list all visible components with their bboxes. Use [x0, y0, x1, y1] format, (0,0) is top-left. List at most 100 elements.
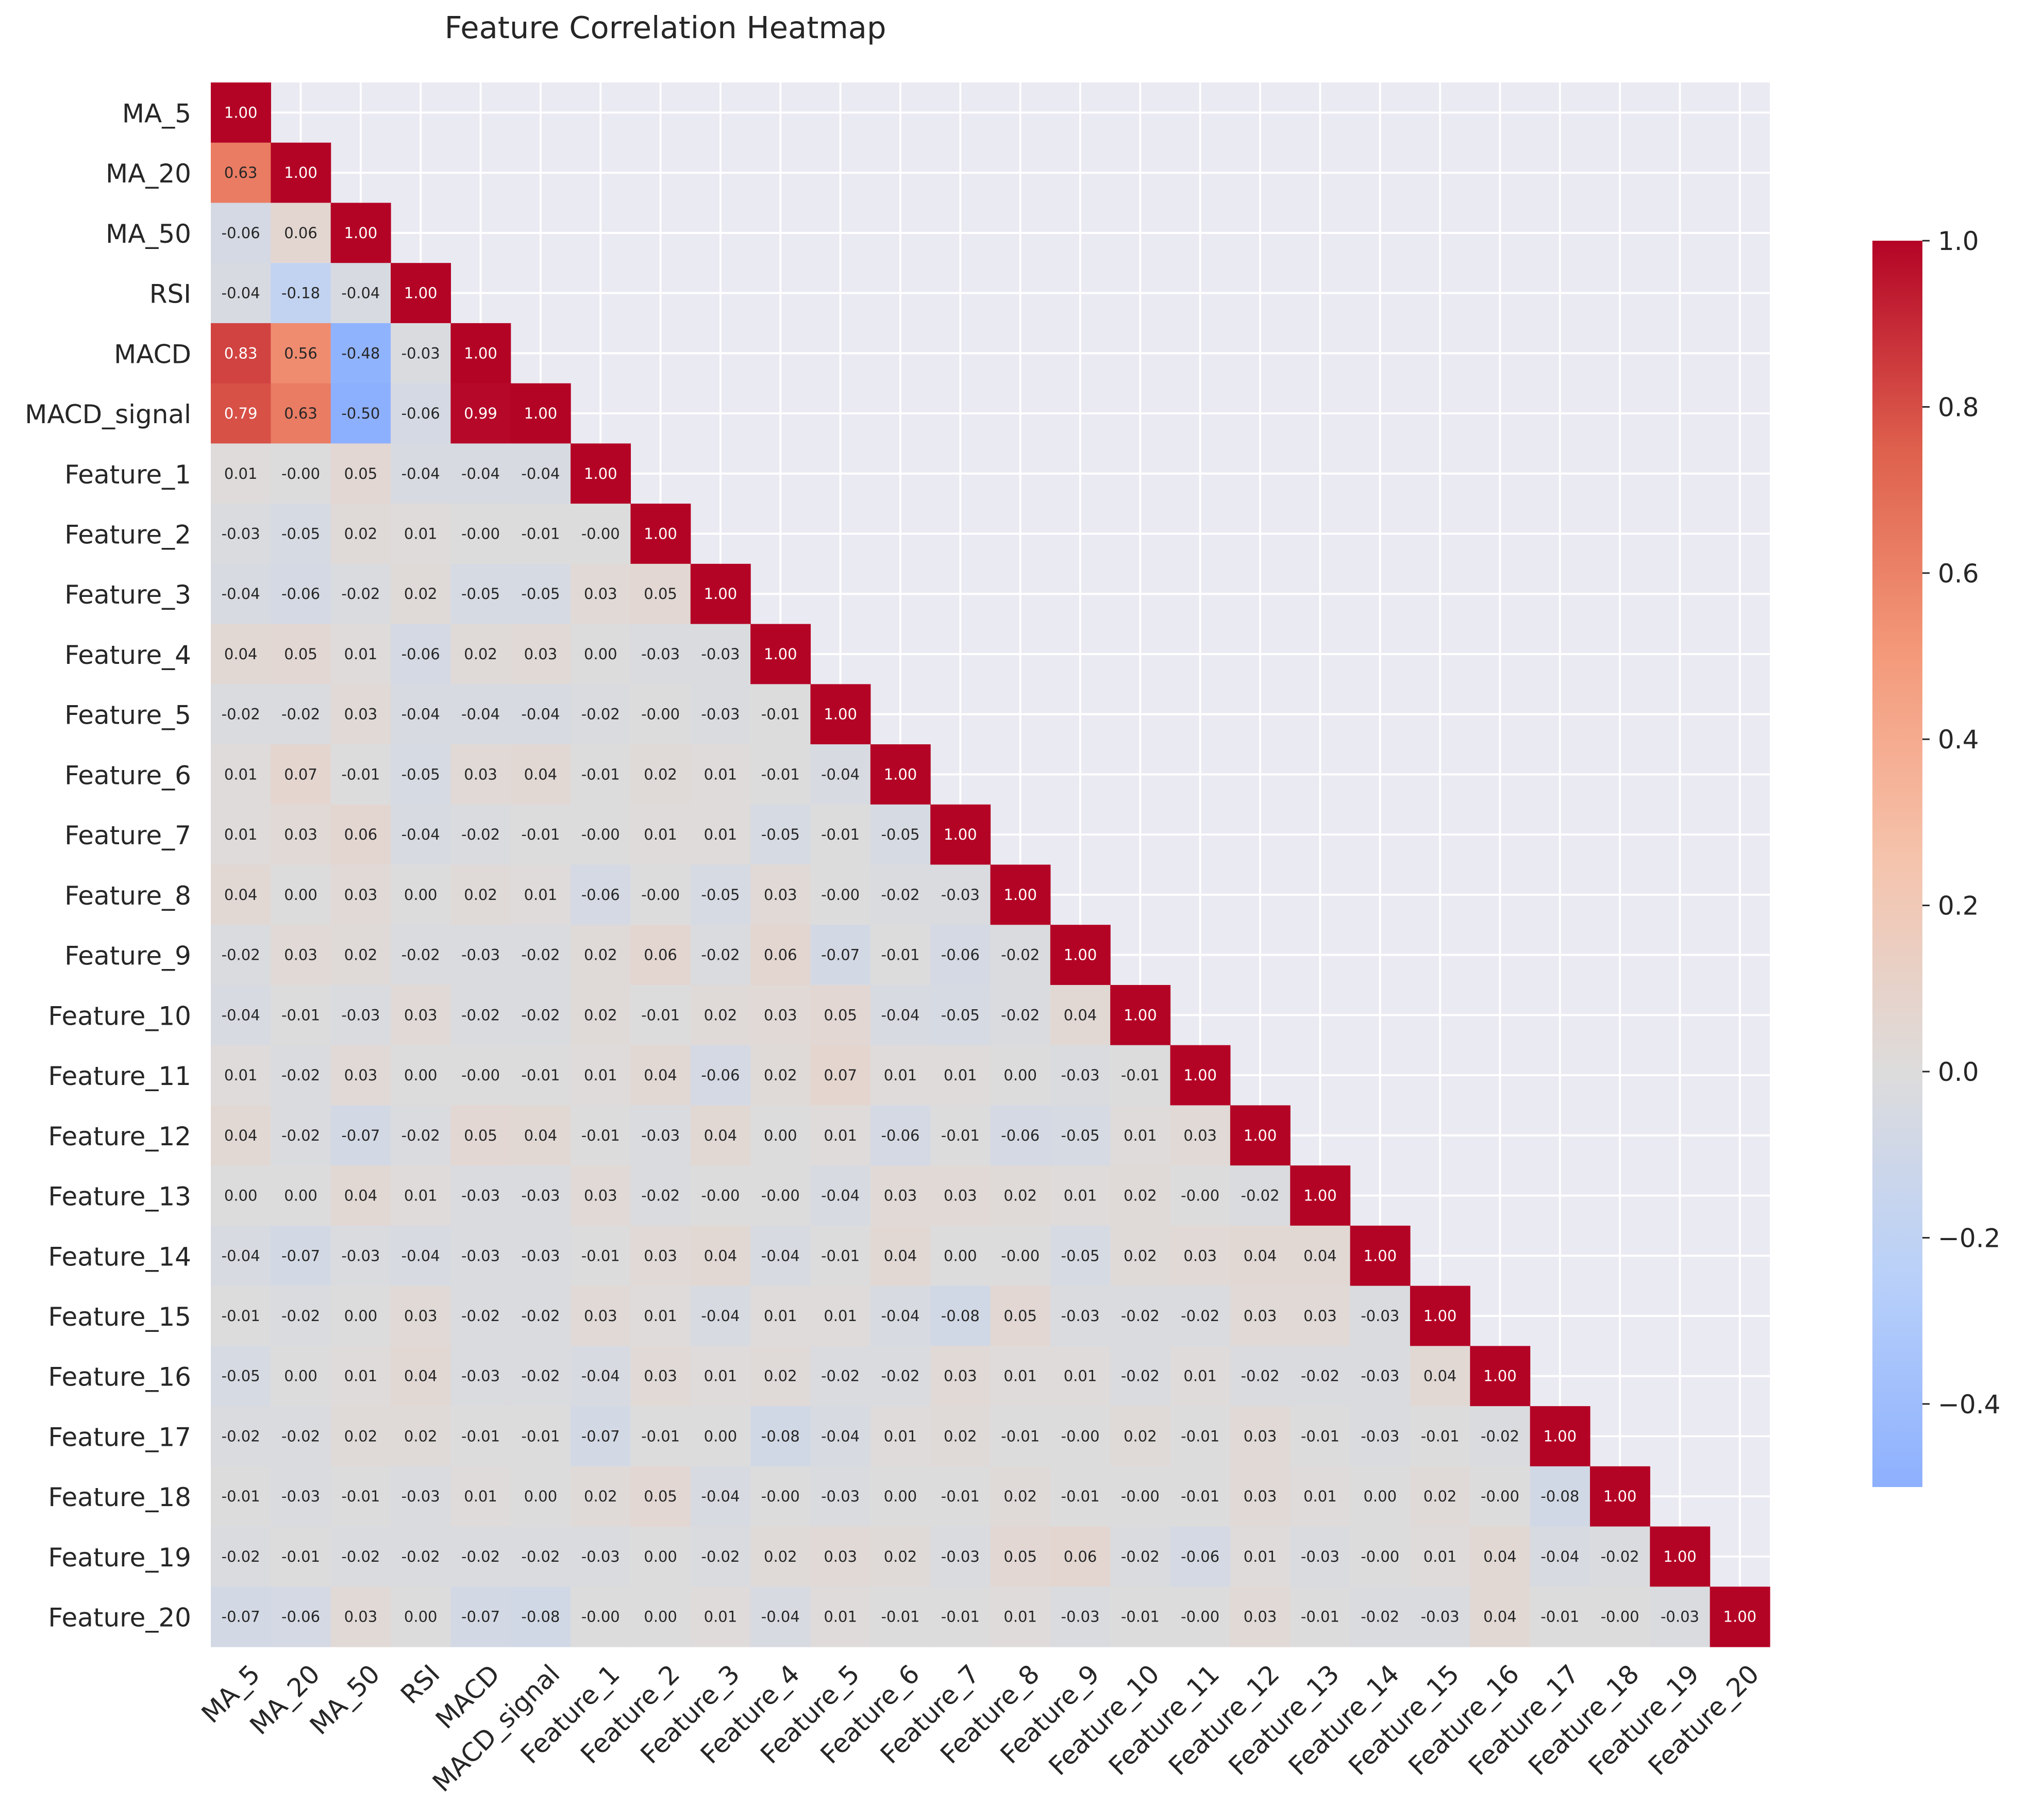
- cell-value-Feature_15-Feature_9: -0.03: [1061, 1307, 1099, 1325]
- cell-value-Feature_15-Feature_12: 0.03: [1244, 1307, 1277, 1325]
- cell-value-Feature_16-Feature_9: 0.01: [1064, 1367, 1097, 1385]
- heatmap-cell-Feature_11-Feature_9: [1050, 1045, 1111, 1106]
- heatmap-cell-Feature_14-MACD_signal: [510, 1225, 571, 1287]
- heatmap-cell-Feature_8-MA_20: [271, 864, 331, 925]
- heatmap-cell-Feature_19-Feature_17: [1530, 1526, 1590, 1587]
- cell-value-Feature_1-RSI: -0.04: [401, 465, 440, 482]
- heatmap-cell-Feature_18-RSI: [391, 1466, 451, 1527]
- heatmap-cell-MACD_signal-MACD: [450, 383, 511, 444]
- heatmap-cell-Feature_5-MACD_signal: [510, 684, 571, 745]
- cell-value-Feature_3-Feature_1: 0.03: [584, 585, 617, 603]
- heatmap-cell-Feature_1-MACD: [450, 443, 511, 504]
- heatmap-cell-Feature_8-MACD: [450, 864, 511, 925]
- cell-value-MACD_signal-MA_50: -0.50: [341, 405, 380, 422]
- heatmap-cell-Feature_14-Feature_8: [990, 1225, 1051, 1287]
- cell-value-Feature_18-Feature_13: 0.01: [1303, 1488, 1337, 1505]
- cell-value-Feature_7-MA_50: 0.06: [344, 826, 378, 843]
- heatmap-cell-Feature_15-Feature_14: [1350, 1285, 1411, 1346]
- heatmap-cell-Feature_19-MACD_signal: [510, 1526, 571, 1587]
- heatmap-cell-Feature_9-Feature_6: [870, 925, 931, 986]
- cell-value-Feature_17-Feature_17: 1.00: [1544, 1427, 1577, 1445]
- heatmap-cell-Feature_10-Feature_7: [930, 984, 991, 1046]
- cell-value-Feature_10-Feature_6: -0.04: [881, 1006, 919, 1024]
- cell-value-Feature_17-Feature_11: -0.01: [1181, 1427, 1219, 1445]
- cell-value-Feature_9-Feature_6: -0.01: [881, 946, 919, 964]
- heatmap-cell-Feature_4-MA_20: [271, 624, 331, 684]
- heatmap-cell-Feature_8-Feature_1: [571, 864, 631, 925]
- cell-value-Feature_16-Feature_6: -0.02: [881, 1367, 919, 1385]
- heatmap-cell-Feature_16-Feature_1: [571, 1346, 631, 1407]
- cell-value-RSI-MA_50: -0.04: [341, 285, 380, 302]
- heatmap-cell-Feature_11-Feature_6: [870, 1045, 931, 1106]
- cell-value-Feature_5-MACD_signal: -0.04: [521, 706, 560, 723]
- y-tick-label-Feature_1: Feature_1: [64, 460, 191, 490]
- heatmap-cell-Feature_11-Feature_11: [1170, 1045, 1231, 1106]
- heatmap-cell-Feature_9-MA_20: [271, 925, 331, 986]
- heatmap-cell-Feature_11-RSI: [391, 1045, 451, 1106]
- cell-value-Feature_15-Feature_6: -0.04: [881, 1307, 919, 1325]
- cell-value-Feature_19-RSI: -0.02: [401, 1548, 440, 1565]
- cell-value-Feature_15-Feature_4: 0.01: [764, 1307, 797, 1325]
- cell-value-Feature_9-MA_5: -0.02: [222, 946, 260, 964]
- cell-value-Feature_20-MA_20: -0.06: [281, 1608, 320, 1626]
- heatmap-cell-Feature_20-MACD_signal: [510, 1587, 571, 1647]
- cell-value-Feature_2-MACD: -0.00: [461, 525, 500, 542]
- heatmap-cell-Feature_17-Feature_6: [870, 1406, 931, 1467]
- heatmap-cell-Feature_9-Feature_9: [1050, 925, 1111, 986]
- cell-value-Feature_19-MA_50: -0.02: [341, 1548, 380, 1565]
- heatmap-cell-Feature_14-Feature_10: [1110, 1225, 1171, 1287]
- heatmap-cell-Feature_17-Feature_16: [1470, 1406, 1531, 1467]
- cell-value-MACD_signal-MACD: 0.99: [464, 405, 497, 422]
- cell-value-Feature_18-Feature_8: 0.02: [1003, 1488, 1037, 1505]
- cell-value-Feature_20-Feature_11: -0.00: [1181, 1608, 1219, 1626]
- heatmap-cell-Feature_19-Feature_16: [1470, 1526, 1531, 1587]
- heatmap-cell-Feature_13-Feature_6: [870, 1165, 931, 1226]
- cell-value-Feature_12-Feature_12: 1.00: [1244, 1127, 1277, 1144]
- heatmap-cell-Feature_15-Feature_4: [750, 1285, 811, 1346]
- heatmap-cell-Feature_13-Feature_12: [1230, 1165, 1291, 1226]
- y-tick-label-Feature_20: Feature_20: [48, 1603, 191, 1633]
- heatmap-cell-MACD-MA_20: [271, 323, 331, 384]
- heatmap-cell-Feature_6-MA_50: [330, 744, 391, 805]
- cell-value-Feature_20-RSI: 0.00: [404, 1608, 438, 1626]
- cell-value-Feature_17-Feature_4: -0.08: [761, 1427, 800, 1445]
- cell-value-Feature_17-Feature_15: -0.01: [1421, 1427, 1460, 1445]
- heatmap-cell-Feature_18-Feature_15: [1410, 1466, 1470, 1527]
- cell-value-Feature_18-Feature_1: 0.02: [584, 1488, 617, 1505]
- cell-value-Feature_11-Feature_4: 0.02: [764, 1066, 797, 1084]
- y-axis-tick-labels: MA_5 MA_20 MA_50 RSI MACD MACD_signal Feature_…: [25, 98, 191, 1632]
- heatmap-cell-Feature_13-MACD: [450, 1165, 511, 1226]
- cell-value-Feature_16-Feature_12: -0.02: [1241, 1367, 1280, 1385]
- cell-value-Feature_12-Feature_1: -0.01: [581, 1127, 620, 1144]
- cell-value-Feature_19-Feature_1: -0.03: [581, 1548, 620, 1565]
- cell-value-Feature_14-Feature_7: 0.00: [944, 1247, 977, 1264]
- heatmap-cell-Feature_4-Feature_4: [750, 624, 811, 684]
- heatmap-cell-Feature_17-Feature_13: [1290, 1406, 1351, 1467]
- cell-value-Feature_19-Feature_3: -0.02: [701, 1548, 740, 1565]
- cell-value-Feature_6-MA_50: -0.01: [341, 765, 380, 783]
- heatmap-cell-Feature_5-MACD: [450, 684, 511, 745]
- cell-value-Feature_8-Feature_6: -0.02: [881, 886, 919, 904]
- heatmap-cell-Feature_18-MACD_signal: [510, 1466, 571, 1527]
- cell-value-Feature_5-MA_20: -0.02: [281, 706, 320, 723]
- heatmap-cell-Feature_3-MACD_signal: [510, 563, 571, 625]
- y-tick-label-Feature_3: Feature_3: [64, 580, 191, 610]
- cell-value-Feature_7-Feature_7: 1.00: [944, 826, 977, 843]
- heatmap-cell-Feature_2-MACD_signal: [510, 504, 571, 564]
- heatmap-cell-Feature_18-Feature_1: [571, 1466, 631, 1527]
- cell-value-Feature_20-Feature_18: -0.00: [1601, 1608, 1639, 1626]
- cell-value-Feature_19-Feature_11: -0.06: [1181, 1548, 1219, 1565]
- heatmap-cell-Feature_19-Feature_8: [990, 1526, 1051, 1587]
- cell-value-Feature_18-MACD: 0.01: [464, 1488, 497, 1505]
- cell-value-MACD_signal-MA_20: 0.63: [284, 405, 317, 422]
- cell-value-Feature_20-MA_50: 0.03: [344, 1608, 378, 1626]
- cell-value-Feature_14-MA_5: -0.04: [222, 1247, 260, 1264]
- heatmap-cell-Feature_7-Feature_5: [810, 804, 871, 865]
- heatmap-cell-Feature_1-MACD_signal: [510, 443, 571, 504]
- heatmap-cell-Feature_10-Feature_9: [1050, 984, 1111, 1046]
- cell-value-Feature_10-Feature_9: 0.04: [1064, 1006, 1097, 1024]
- heatmap-cell-Feature_15-Feature_12: [1230, 1285, 1291, 1346]
- heatmap-cell-Feature_20-MA_20: [271, 1587, 331, 1647]
- heatmap-cell-Feature_5-Feature_2: [630, 684, 691, 745]
- heatmap-cell-Feature_8-MA_50: [330, 864, 391, 925]
